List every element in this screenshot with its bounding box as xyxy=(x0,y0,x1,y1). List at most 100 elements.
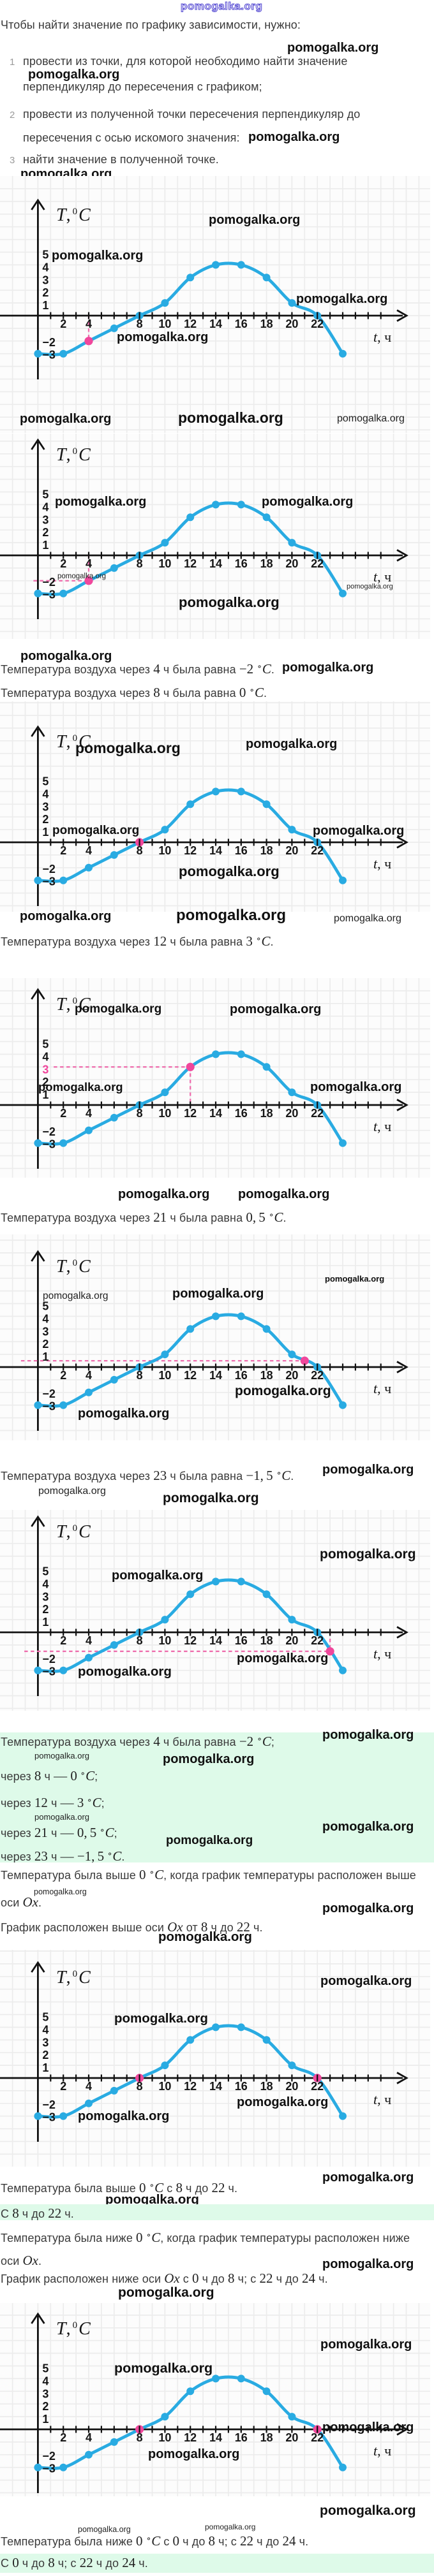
svg-text:22: 22 xyxy=(311,557,324,570)
svg-text:4: 4 xyxy=(42,261,49,274)
svg-text:−3: −3 xyxy=(42,1138,56,1151)
svg-text:T,0C: T, 0C xyxy=(56,445,91,465)
svg-text:5: 5 xyxy=(42,2362,49,2375)
svg-text:t, ч: t, ч xyxy=(373,1380,391,1396)
svg-text:4: 4 xyxy=(86,1107,92,1120)
svg-text:−3: −3 xyxy=(42,2463,56,2475)
svg-text:10: 10 xyxy=(158,318,171,330)
svg-text:18: 18 xyxy=(260,557,273,570)
svg-text:1: 1 xyxy=(42,1350,49,1363)
svg-text:4: 4 xyxy=(42,1577,49,1590)
svg-text:18: 18 xyxy=(260,1107,273,1120)
svg-text:10: 10 xyxy=(158,2080,171,2093)
svg-text:20: 20 xyxy=(285,2431,298,2444)
svg-text:12: 12 xyxy=(184,2431,197,2444)
svg-text:16: 16 xyxy=(235,2080,248,2093)
svg-text:t, ч: t, ч xyxy=(373,329,391,345)
svg-text:4: 4 xyxy=(86,318,92,330)
svg-text:2: 2 xyxy=(42,2400,49,2413)
svg-text:8: 8 xyxy=(137,844,143,857)
svg-text:12: 12 xyxy=(184,2080,197,2093)
svg-text:4: 4 xyxy=(86,844,92,857)
svg-text:18: 18 xyxy=(260,2080,273,2093)
svg-text:1: 1 xyxy=(42,2061,49,2074)
svg-text:12: 12 xyxy=(184,318,197,330)
svg-text:20: 20 xyxy=(285,1634,298,1647)
svg-text:4: 4 xyxy=(42,1050,49,1063)
svg-text:8: 8 xyxy=(137,2080,143,2093)
svg-text:−2: −2 xyxy=(42,2450,56,2463)
svg-text:1: 1 xyxy=(42,299,49,312)
svg-text:4: 4 xyxy=(42,787,49,800)
svg-text:14: 14 xyxy=(209,318,222,330)
svg-text:3: 3 xyxy=(42,1590,49,1603)
svg-text:16: 16 xyxy=(235,844,248,857)
svg-text:16: 16 xyxy=(235,1369,248,1382)
svg-text:−2: −2 xyxy=(42,1653,56,1665)
svg-text:18: 18 xyxy=(260,844,273,857)
svg-text:20: 20 xyxy=(285,1107,298,1120)
svg-text:4: 4 xyxy=(42,2375,49,2387)
svg-text:T,0C: T, 0C xyxy=(56,1968,91,1987)
svg-text:2: 2 xyxy=(60,844,66,857)
svg-text:4: 4 xyxy=(86,2080,92,2093)
svg-text:16: 16 xyxy=(235,2431,248,2444)
svg-text:1: 1 xyxy=(42,1616,49,1628)
svg-text:4: 4 xyxy=(42,2023,49,2036)
svg-text:2: 2 xyxy=(42,1076,49,1088)
svg-text:8: 8 xyxy=(137,1634,143,1647)
svg-text:2: 2 xyxy=(42,1603,49,1616)
svg-text:1: 1 xyxy=(42,539,49,552)
svg-text:3: 3 xyxy=(42,2036,49,2049)
svg-text:8: 8 xyxy=(137,318,143,330)
svg-text:2: 2 xyxy=(60,2080,66,2093)
svg-text:16: 16 xyxy=(235,318,248,330)
svg-text:−3: −3 xyxy=(42,349,56,362)
svg-text:t, ч: t, ч xyxy=(373,1646,391,1662)
svg-text:8: 8 xyxy=(137,2431,143,2444)
svg-text:16: 16 xyxy=(235,557,248,570)
svg-text:18: 18 xyxy=(260,1369,273,1382)
svg-text:3: 3 xyxy=(42,2387,49,2400)
svg-text:−2: −2 xyxy=(42,336,56,349)
svg-text:t, ч: t, ч xyxy=(373,2091,391,2107)
svg-text:20: 20 xyxy=(285,2080,298,2093)
svg-text:14: 14 xyxy=(209,1634,222,1647)
svg-text:22: 22 xyxy=(311,1369,324,1382)
svg-text:2: 2 xyxy=(42,286,49,299)
svg-text:14: 14 xyxy=(209,2431,222,2444)
svg-text:−2: −2 xyxy=(42,2098,56,2111)
svg-text:4: 4 xyxy=(86,2431,92,2444)
svg-text:10: 10 xyxy=(158,557,171,570)
svg-text:14: 14 xyxy=(209,1369,222,1382)
svg-text:10: 10 xyxy=(158,844,171,857)
svg-text:4: 4 xyxy=(86,1634,92,1647)
svg-text:20: 20 xyxy=(285,1369,298,1382)
svg-text:12: 12 xyxy=(184,557,197,570)
svg-text:2: 2 xyxy=(42,2049,49,2061)
svg-text:10: 10 xyxy=(158,1634,171,1647)
svg-text:20: 20 xyxy=(285,318,298,330)
svg-text:−3: −3 xyxy=(42,875,56,888)
svg-text:3: 3 xyxy=(42,274,49,286)
svg-text:14: 14 xyxy=(209,2080,222,2093)
svg-text:5: 5 xyxy=(42,488,49,501)
svg-text:T,0C: T, 0C xyxy=(56,1257,91,1277)
svg-text:16: 16 xyxy=(235,1634,248,1647)
svg-text:18: 18 xyxy=(260,1634,273,1647)
svg-text:5: 5 xyxy=(42,775,49,788)
svg-text:T,0C: T, 0C xyxy=(56,205,91,225)
svg-text:−2: −2 xyxy=(42,1125,56,1138)
svg-text:20: 20 xyxy=(285,844,298,857)
svg-text:2: 2 xyxy=(60,1634,66,1647)
svg-text:22: 22 xyxy=(311,2080,324,2093)
svg-text:16: 16 xyxy=(235,1107,248,1120)
svg-text:12: 12 xyxy=(184,1634,197,1647)
svg-text:−3: −3 xyxy=(42,589,56,601)
svg-text:4: 4 xyxy=(42,1312,49,1325)
svg-text:2: 2 xyxy=(60,1369,66,1382)
svg-text:4: 4 xyxy=(86,1369,92,1382)
svg-text:22: 22 xyxy=(311,318,324,330)
svg-text:12: 12 xyxy=(184,1107,197,1120)
svg-text:12: 12 xyxy=(184,1369,197,1382)
